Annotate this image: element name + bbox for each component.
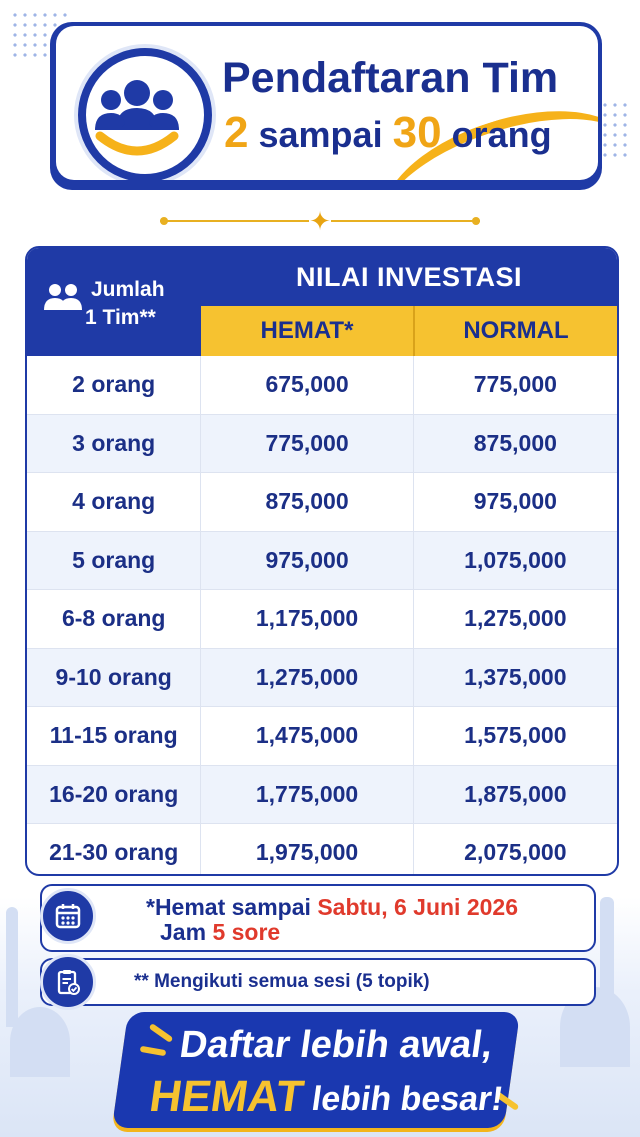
early-bird-deadline: *Hemat sampai Sabtu, 6 Juni 2026	[146, 894, 518, 921]
normal-price-cell: 1,375,000	[464, 663, 567, 690]
table-row: 21-30 orang 1,975,000 2,075,000	[27, 823, 617, 874]
cta-line2-rest: lebih besar!	[309, 1080, 506, 1118]
team-size-cell: 16-20 orang	[27, 765, 202, 823]
star-icon: ✦	[309, 206, 331, 236]
hemat-price-cell: 1,775,000	[201, 765, 414, 823]
session-requirement-text: ** Mengikuti semua sesi (5 topik)	[134, 971, 430, 992]
table-row: 16-20 orang 1,775,000 1,875,000	[27, 764, 617, 823]
normal-price-cell: 1,275,000	[464, 605, 567, 632]
team-size-header-line1: Jumlah	[91, 278, 165, 301]
people-icon	[44, 284, 82, 310]
page-subtitle: 2 sampai 30 orang	[224, 108, 552, 158]
hemat-column-header: HEMAT*	[201, 306, 415, 356]
table-row: 4 orang 875,000 975,000	[27, 472, 617, 531]
early-bird-time-value: 5 sore	[212, 919, 281, 945]
normal-price-cell: 1,875,000	[464, 780, 567, 807]
investment-header-label: NILAI INVESTASI	[295, 262, 523, 292]
team-size-cell: 6-8 orang	[27, 590, 202, 648]
hemat-price-cell: 775,000	[201, 414, 414, 472]
normal-column-header: NORMAL	[415, 306, 617, 356]
early-bird-time-prefix: Jam	[160, 919, 207, 945]
ornament-divider: ✦	[160, 207, 480, 235]
calendar-icon	[40, 888, 96, 944]
hemat-price-cell: 975,000	[201, 531, 414, 589]
cta-line1: Daftar lebih awal,	[177, 1024, 496, 1066]
hemat-price-cell: 1,475,000	[201, 707, 414, 765]
team-people-icon	[78, 48, 212, 180]
subtitle-mid: sampai	[258, 114, 383, 155]
table-row: 9-10 orang 1,275,000 1,375,000	[27, 647, 617, 706]
team-size-cell: 3 orang	[27, 414, 202, 472]
normal-price-cell: 975,000	[473, 488, 557, 515]
hemat-price-cell: 1,275,000	[201, 648, 414, 706]
page-title: Pendaftaran Tim	[222, 54, 559, 102]
early-bird-note: *Hemat sampai Sabtu, 6 Juni 2026 Jam 5 s…	[40, 884, 596, 952]
team-size-cell: 2 orang	[27, 356, 202, 414]
hemat-price-cell: 875,000	[201, 473, 414, 531]
team-size-header: Jumlah 1 Tim**	[27, 248, 201, 356]
normal-price-cell: 2,075,000	[464, 839, 567, 866]
max-team-size: 30	[392, 108, 442, 157]
subtitle-unit: orang	[451, 114, 552, 155]
table-row: 3 orang 775,000 875,000	[27, 413, 617, 472]
header-card: Pendaftaran Tim 2 sampai 30 orang	[50, 22, 602, 190]
table-row: 5 orang 975,000 1,075,000	[27, 530, 617, 589]
min-team-size: 2	[224, 108, 249, 157]
normal-price-cell: 1,075,000	[464, 546, 567, 573]
normal-price-cell: 775,000	[473, 371, 557, 398]
early-bird-date: Sabtu, 6 Juni 2026	[317, 894, 519, 920]
price-table: Jumlah 1 Tim** NILAI INVESTASI HEMAT* NO…	[25, 246, 619, 876]
normal-price-cell: 875,000	[473, 429, 557, 456]
table-row: 6-8 orang 1,175,000 1,275,000	[27, 589, 617, 648]
team-size-cell: 11-15 orang	[27, 707, 202, 765]
team-size-cell: 5 orang	[27, 531, 202, 589]
clipboard-check-icon	[40, 954, 96, 1010]
team-size-header-line2: 1 Tim**	[85, 306, 156, 329]
cta-highlight: HEMAT	[146, 1072, 307, 1121]
hemat-price-cell: 675,000	[201, 356, 414, 414]
team-size-cell: 9-10 orang	[27, 648, 202, 706]
table-row: 11-15 orang 1,475,000 1,575,000	[27, 706, 617, 765]
hemat-price-cell: 1,975,000	[201, 824, 414, 874]
team-size-cell: 4 orang	[27, 473, 202, 531]
early-bird-prefix: *Hemat sampai	[146, 894, 311, 920]
table-body: 2 orang 675,000 775,000 3 orang 775,000 875,…	[27, 356, 617, 874]
hemat-price-cell: 1,175,000	[201, 590, 414, 648]
session-note: ** Mengikuti semua sesi (5 topik)	[40, 954, 596, 1010]
table-row: 2 orang 675,000 775,000	[27, 356, 617, 414]
early-bird-time: Jam 5 sore	[160, 919, 280, 946]
team-size-cell: 21-30 orang	[27, 824, 202, 874]
normal-price-cell: 1,575,000	[464, 722, 567, 749]
investment-header: NILAI INVESTASI	[201, 248, 617, 306]
